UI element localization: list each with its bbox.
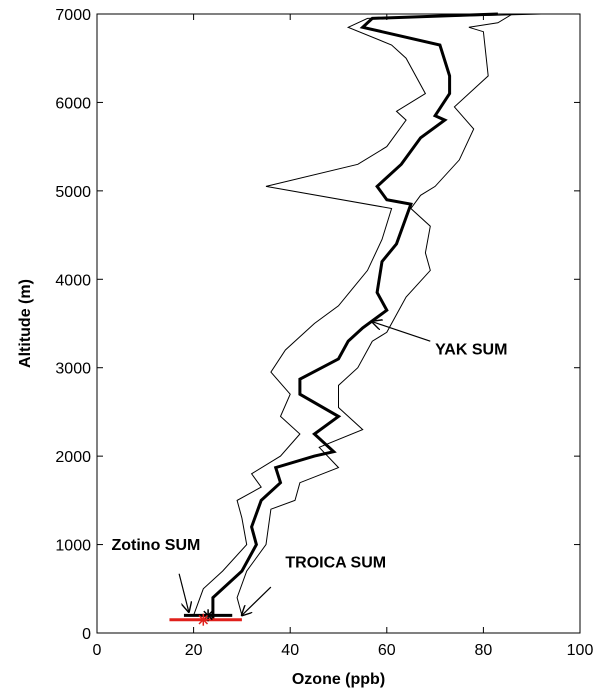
series-line-lower <box>193 13 542 616</box>
x-tick-label: 40 <box>281 642 299 659</box>
y-tick-label: 7000 <box>55 7 91 24</box>
star-marker-troica <box>197 613 210 626</box>
series-line-upper <box>236 13 513 616</box>
plot-frame <box>96 13 581 634</box>
y-tick-label: 2000 <box>55 449 91 466</box>
x-tick-label: 0 <box>93 642 102 659</box>
plot-lines <box>193 12 542 620</box>
axis-ticks <box>96 13 581 634</box>
annotation-label: YAK SUM <box>435 341 507 358</box>
y-tick-label: 0 <box>82 626 91 643</box>
series-line-mean <box>211 12 498 620</box>
y-tick-label: 1000 <box>55 538 91 555</box>
annotation-arrow <box>372 322 431 342</box>
annotation-arrow <box>178 573 189 612</box>
reference-markers <box>197 609 215 626</box>
annotation-label: Zotino SUM <box>111 537 200 554</box>
annotation-label: TROICA SUM <box>285 555 386 572</box>
annotation-yak: YAK SUM <box>372 322 507 358</box>
x-tick-label: 80 <box>475 642 493 659</box>
x-tick-label: 100 <box>567 642 594 659</box>
x-axis-title: Ozone (ppb) <box>292 671 385 688</box>
y-tick-label: 5000 <box>55 184 91 201</box>
annotation-zotino: Zotino SUM <box>111 537 200 612</box>
x-tick-label: 60 <box>378 642 396 659</box>
y-tick-label: 3000 <box>55 361 91 378</box>
x-tick-label: 20 <box>185 642 203 659</box>
annotations: YAK SUM Zotino SUM TROICA SUM <box>111 322 507 616</box>
annotation-troica: TROICA SUM <box>242 555 386 616</box>
y-tick-label: 4000 <box>55 272 91 289</box>
y-axis-title: Altitude (m) <box>17 279 34 368</box>
y-tick-label: 6000 <box>55 95 91 112</box>
tick-labels: 0 20 40 60 80 1000100020003000400050006000700… <box>55 7 593 659</box>
annotation-arrow <box>242 586 272 615</box>
